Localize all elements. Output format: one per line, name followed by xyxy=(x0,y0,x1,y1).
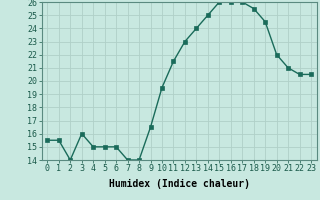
X-axis label: Humidex (Indice chaleur): Humidex (Indice chaleur) xyxy=(109,179,250,189)
